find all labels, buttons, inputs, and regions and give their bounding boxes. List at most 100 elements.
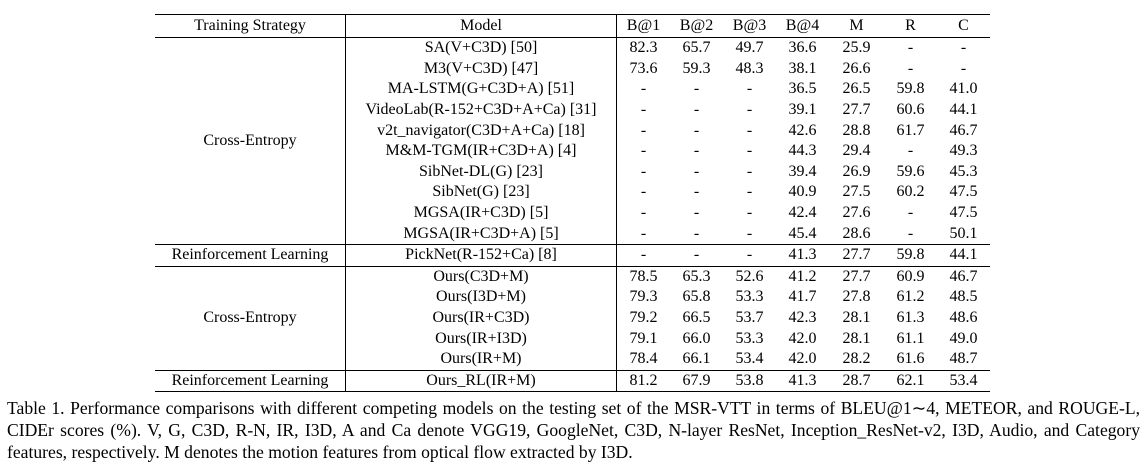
score-cell: 53.4	[735, 350, 764, 368]
score-cell: 27.8	[842, 288, 871, 306]
score-cell: 48.6	[949, 309, 978, 327]
model-cell: SibNet(G) [23]	[345, 182, 617, 203]
table-caption: Table 1. Performance comparisons with di…	[7, 398, 1140, 462]
model-cell: MGSA(IR+C3D) [5]	[345, 202, 617, 224]
score-cell: 53.8	[723, 369, 776, 393]
score-cell: -	[884, 36, 937, 59]
score-cell: 53.7	[735, 309, 764, 327]
table-row: MGSA(IR+C3D) [5] - - - 42.4 27.6 - 47.5	[155, 202, 990, 224]
score-cell: 46.7	[937, 265, 990, 288]
score-cell: 44.1	[937, 243, 990, 267]
score-cell: 67.9	[670, 369, 723, 393]
model-cell: SA(V+C3D) [50]	[345, 36, 617, 59]
table-row: Reinforcement Learning PickNet(R-152+Ca) …	[155, 243, 990, 267]
score-cell: 28.7	[829, 369, 884, 393]
score-cell: 28.6	[842, 224, 871, 242]
score-cell: 28.1	[842, 329, 871, 347]
score-cell: 42.0	[788, 329, 817, 347]
score-cell: 27.5	[842, 183, 871, 201]
score-cell: 44.1	[949, 101, 978, 119]
score-cell: 29.4	[842, 142, 871, 160]
score-cell: 28.2	[842, 350, 871, 368]
score-cell: 65.3	[670, 265, 723, 288]
score-cell: -	[640, 121, 647, 139]
results-table: Training Strategy Model B@1 B@2 B@3 B@4 M R C Cro…	[155, 14, 990, 393]
score-cell: -	[640, 224, 647, 242]
model-cell: Ours(I3D+M)	[345, 287, 617, 308]
column-header: R	[884, 14, 937, 38]
table-row: MGSA(IR+C3D+A) [5] - - - 45.4 28.6 - 50.1	[155, 223, 990, 245]
score-cell: 38.1	[788, 59, 817, 77]
score-cell: 42.0	[788, 350, 817, 368]
score-cell: 41.3	[776, 369, 829, 393]
score-cell: 41.3	[776, 243, 829, 267]
score-cell: -	[693, 121, 700, 139]
score-cell: 61.3	[896, 309, 925, 327]
table-row: Ours(IR+C3D) 79.2 66.5 53.7 42.3 28.1 61.3 48.6	[155, 307, 990, 329]
score-cell: 49.0	[949, 329, 978, 347]
score-cell: -	[640, 183, 647, 201]
score-cell: 39.1	[788, 101, 817, 119]
score-cell: 81.2	[616, 369, 670, 393]
score-cell: 60.9	[884, 265, 937, 288]
strategy-cell: Reinforcement Learning	[155, 243, 346, 267]
column-header: B@1	[616, 14, 670, 38]
score-cell: -	[693, 162, 700, 180]
score-cell: -	[640, 204, 647, 222]
score-cell: 36.6	[776, 36, 829, 59]
table-row: VideoLab(R-152+C3D+A+Ca) [31] - - - 39.1 27.7…	[155, 99, 990, 121]
score-cell: 82.3	[616, 36, 670, 59]
score-cell: -	[693, 183, 700, 201]
column-header: B@3	[723, 14, 776, 38]
score-cell: -	[746, 142, 753, 160]
score-cell: -	[907, 142, 914, 160]
score-cell: -	[640, 162, 647, 180]
table-row: SibNet-DL(G) [23] - - - 39.4 26.9 59.6 45.3	[155, 161, 990, 183]
score-cell: 28.1	[842, 309, 871, 327]
table-row: M3(V+C3D) [47] 73.6 59.3 48.3 38.1 26.6 - -	[155, 58, 990, 80]
score-cell: 61.7	[896, 121, 925, 139]
score-cell: -	[670, 243, 723, 267]
score-cell: 61.6	[896, 350, 925, 368]
score-cell: -	[746, 224, 753, 242]
table-row: SibNet(G) [23] - - - 40.9 27.5 60.2 47.5	[155, 182, 990, 203]
table-row: Ours(IR+I3D) 79.1 66.0 53.3 42.0 28.1 61.1 49.0	[155, 328, 990, 349]
score-cell: -	[616, 243, 670, 267]
strategy-cell: Cross-Entropy	[155, 37, 346, 245]
score-cell: 61.1	[896, 329, 925, 347]
score-cell: 66.1	[682, 350, 711, 368]
score-cell: 27.7	[829, 265, 884, 288]
score-cell: -	[693, 142, 700, 160]
score-cell: -	[640, 80, 647, 98]
score-cell: 46.7	[949, 121, 978, 139]
model-cell: M3(V+C3D) [47]	[345, 58, 617, 80]
score-cell: -	[746, 121, 753, 139]
score-cell: 79.2	[629, 309, 658, 327]
score-cell: 39.4	[788, 162, 817, 180]
model-cell: VideoLab(R-152+C3D+A+Ca) [31]	[345, 99, 617, 121]
score-cell: -	[746, 183, 753, 201]
score-cell: 26.5	[842, 80, 871, 98]
score-cell: 59.6	[896, 162, 925, 180]
score-cell: 42.3	[788, 309, 817, 327]
score-cell: -	[693, 224, 700, 242]
score-cell: 41.2	[776, 265, 829, 288]
model-cell: Ours(IR+C3D)	[345, 307, 617, 329]
score-cell: -	[723, 243, 776, 267]
score-cell: 25.9	[829, 36, 884, 59]
score-cell: 26.6	[842, 59, 871, 77]
score-cell: 66.0	[682, 329, 711, 347]
score-cell: 53.4	[937, 369, 990, 393]
score-cell: -	[746, 204, 753, 222]
column-header: M	[829, 14, 884, 38]
score-cell: 48.7	[949, 350, 978, 368]
score-cell: 78.5	[616, 265, 670, 288]
score-cell: 41.0	[949, 80, 978, 98]
model-cell: Ours(IR+M)	[345, 348, 617, 370]
score-cell: 52.6	[723, 265, 776, 288]
score-cell: 47.5	[949, 183, 978, 201]
model-cell: SibNet-DL(G) [23]	[345, 161, 617, 183]
table-row: Cross-Entropy SA(V+C3D) [50] 82.3 65.7 49.7 3…	[155, 36, 990, 245]
score-cell: 42.4	[788, 204, 817, 222]
score-cell: 28.8	[842, 121, 871, 139]
